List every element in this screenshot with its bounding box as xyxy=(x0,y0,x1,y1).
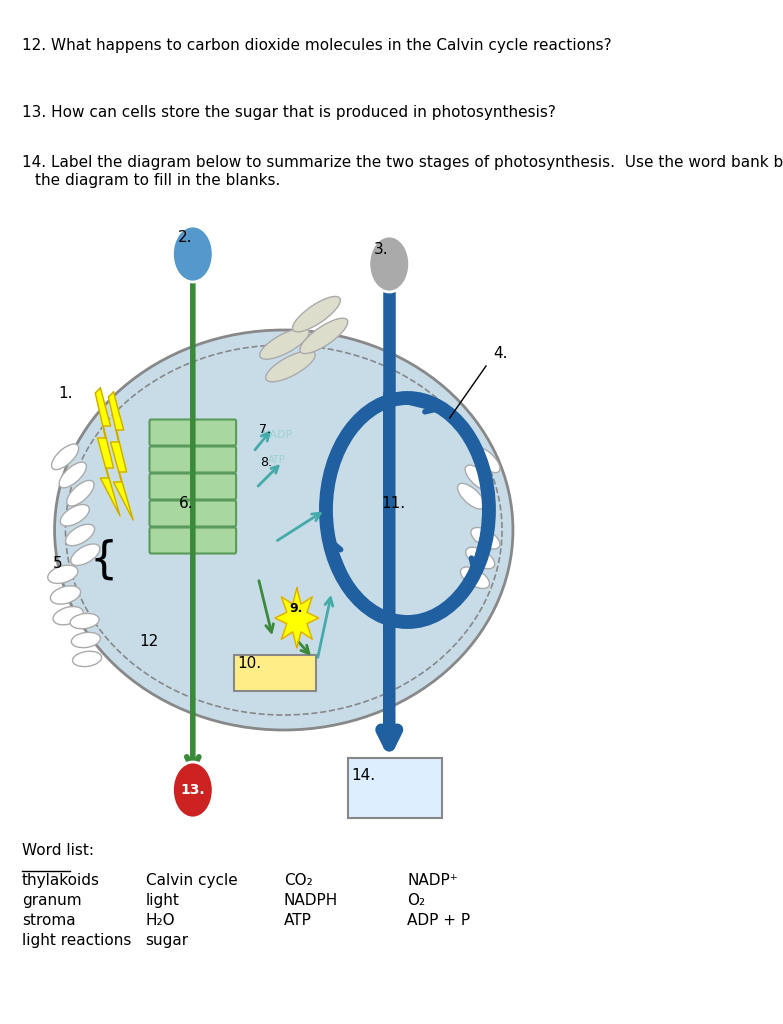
Text: 1.: 1. xyxy=(58,386,73,401)
Ellipse shape xyxy=(73,651,102,667)
Text: {: { xyxy=(89,539,118,582)
Polygon shape xyxy=(108,392,133,520)
Ellipse shape xyxy=(457,483,485,509)
Ellipse shape xyxy=(67,480,94,506)
Text: 11.: 11. xyxy=(381,496,406,511)
FancyBboxPatch shape xyxy=(150,420,236,445)
Text: 13.: 13. xyxy=(180,783,205,797)
Ellipse shape xyxy=(60,505,89,526)
Text: 4.: 4. xyxy=(493,346,508,361)
Ellipse shape xyxy=(70,613,99,629)
Text: thylakoids: thylakoids xyxy=(22,873,99,888)
Circle shape xyxy=(369,236,410,292)
Text: O₂: O₂ xyxy=(407,893,426,908)
Bar xyxy=(348,758,442,818)
Text: granum: granum xyxy=(22,893,81,908)
Ellipse shape xyxy=(265,351,315,382)
Ellipse shape xyxy=(465,465,493,490)
Ellipse shape xyxy=(473,447,500,473)
Ellipse shape xyxy=(293,296,341,332)
Ellipse shape xyxy=(48,565,78,584)
Text: 10.: 10. xyxy=(237,656,262,671)
Text: Calvin cycle: Calvin cycle xyxy=(146,873,237,888)
Text: 12. What happens to carbon dioxide molecules in the Calvin cycle reactions?: 12. What happens to carbon dioxide molec… xyxy=(22,38,612,53)
Text: NADP: NADP xyxy=(262,430,293,440)
Text: 14. Label the diagram below to summarize the two stages of photosynthesis.  Use : 14. Label the diagram below to summarize… xyxy=(22,155,783,170)
Text: 8.: 8. xyxy=(261,456,272,469)
Text: 9.: 9. xyxy=(290,602,303,615)
Text: CO₂: CO₂ xyxy=(283,873,312,888)
Text: 14.: 14. xyxy=(352,768,376,783)
Text: ATP: ATP xyxy=(283,913,312,928)
Circle shape xyxy=(172,226,213,282)
Text: the diagram to fill in the blanks.: the diagram to fill in the blanks. xyxy=(35,173,280,188)
Ellipse shape xyxy=(55,330,513,730)
Text: light reactions: light reactions xyxy=(22,933,132,948)
FancyBboxPatch shape xyxy=(150,473,236,500)
Text: 7.: 7. xyxy=(259,423,271,436)
Text: light: light xyxy=(146,893,179,908)
Text: 13. How can cells store the sugar that is produced in photosynthesis?: 13. How can cells store the sugar that i… xyxy=(22,105,556,120)
Ellipse shape xyxy=(53,606,83,625)
FancyBboxPatch shape xyxy=(150,527,236,554)
Ellipse shape xyxy=(66,524,95,546)
Ellipse shape xyxy=(71,633,100,647)
Text: NADPH: NADPH xyxy=(283,893,338,908)
Ellipse shape xyxy=(52,444,79,470)
Text: ADP + P: ADP + P xyxy=(407,913,471,928)
FancyBboxPatch shape xyxy=(150,501,236,526)
Text: 6.: 6. xyxy=(179,496,193,511)
Ellipse shape xyxy=(460,567,489,589)
Text: 2.: 2. xyxy=(178,230,192,245)
Text: 5: 5 xyxy=(52,556,62,571)
Text: stroma: stroma xyxy=(22,913,75,928)
Ellipse shape xyxy=(300,318,348,353)
FancyBboxPatch shape xyxy=(150,446,236,472)
Polygon shape xyxy=(96,388,120,516)
Ellipse shape xyxy=(60,462,86,487)
Text: 12: 12 xyxy=(139,634,159,649)
Ellipse shape xyxy=(466,547,495,568)
Ellipse shape xyxy=(50,586,81,604)
Text: NADP⁺: NADP⁺ xyxy=(407,873,458,888)
Text: Word list:: Word list: xyxy=(22,843,94,858)
Text: sugar: sugar xyxy=(146,933,189,948)
Circle shape xyxy=(172,762,213,818)
Ellipse shape xyxy=(471,527,500,549)
Text: H₂O: H₂O xyxy=(146,913,175,928)
Ellipse shape xyxy=(260,329,309,359)
Text: 3.: 3. xyxy=(374,242,388,257)
Bar xyxy=(234,655,316,691)
Ellipse shape xyxy=(70,544,99,565)
Text: ATP: ATP xyxy=(268,455,286,465)
Polygon shape xyxy=(275,588,319,648)
